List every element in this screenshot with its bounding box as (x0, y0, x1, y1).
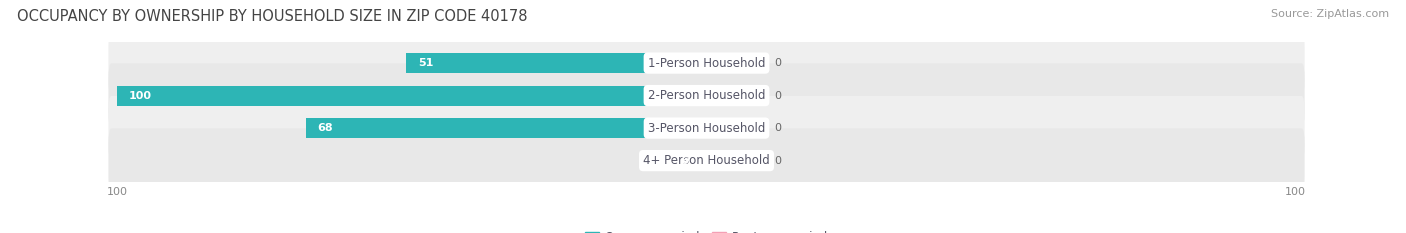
Bar (707, 151, 765, 171)
Legend: Owner-occupied, Renter-occupied: Owner-occupied, Renter-occupied (579, 226, 834, 233)
Text: 1-Person Household: 1-Person Household (648, 57, 765, 70)
Text: 0: 0 (775, 91, 782, 101)
Bar (307, 118, 707, 138)
FancyBboxPatch shape (108, 128, 1305, 193)
Text: 6: 6 (681, 156, 688, 166)
Text: 51: 51 (418, 58, 433, 68)
Text: 4+ Person Household: 4+ Person Household (643, 154, 770, 167)
Text: 0: 0 (775, 156, 782, 166)
Text: Source: ZipAtlas.com: Source: ZipAtlas.com (1271, 9, 1389, 19)
Text: 68: 68 (318, 123, 333, 133)
Text: 3-Person Household: 3-Person Household (648, 122, 765, 135)
Bar (707, 86, 765, 106)
Bar (707, 118, 765, 138)
Text: 0: 0 (775, 123, 782, 133)
Bar (406, 53, 707, 73)
FancyBboxPatch shape (108, 31, 1305, 95)
Bar (707, 53, 765, 73)
Text: OCCUPANCY BY OWNERSHIP BY HOUSEHOLD SIZE IN ZIP CODE 40178: OCCUPANCY BY OWNERSHIP BY HOUSEHOLD SIZE… (17, 9, 527, 24)
Text: 0: 0 (775, 58, 782, 68)
Bar (117, 86, 707, 106)
Text: 100: 100 (129, 91, 152, 101)
FancyBboxPatch shape (108, 63, 1305, 128)
Bar (671, 151, 707, 171)
FancyBboxPatch shape (108, 96, 1305, 160)
Text: 2-Person Household: 2-Person Household (648, 89, 765, 102)
